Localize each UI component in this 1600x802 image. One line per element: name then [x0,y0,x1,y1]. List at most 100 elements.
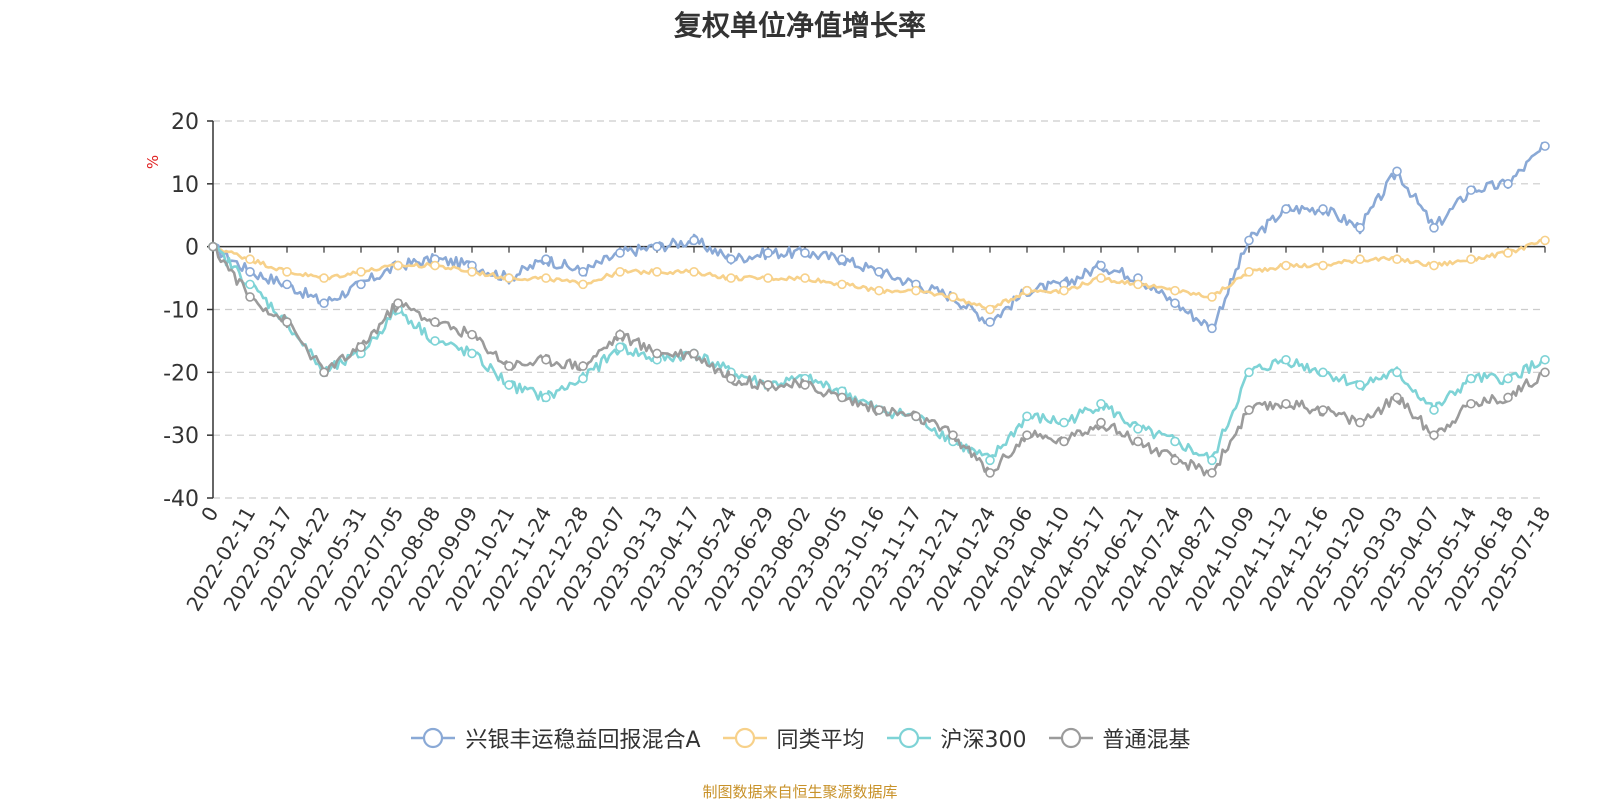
legend-label: 兴银丰运稳益回报混合A [465,728,701,753]
data-point [985,468,995,478]
series-4 [208,241,1550,478]
series-layer [208,141,1550,478]
data-point [1096,260,1106,271]
data-point [726,373,736,384]
data-point [356,279,366,290]
data-point [1133,279,1143,290]
data-point [726,273,736,283]
y-tick-label: -20 [163,361,199,386]
data-point [393,298,403,309]
data-point [1170,436,1180,447]
data-point [1281,204,1291,214]
data-point [1318,405,1328,415]
data-point [874,285,884,296]
data-point [1207,323,1217,334]
data-point [578,361,588,371]
line-chart: 20100-10-20-30-40%02022-02-112022-03-172… [144,110,1555,615]
data-point [1429,260,1439,271]
data-point [1429,405,1439,415]
data-point [1355,223,1365,233]
data-point [1059,285,1069,296]
data-point [245,266,255,277]
data-point [1540,354,1550,365]
data-point [1540,367,1550,378]
data-point [1503,373,1513,384]
data-point [1355,380,1365,390]
data-point [1355,417,1365,428]
data-point [1096,273,1106,283]
data-point [689,235,699,246]
legend-marker-icon [411,727,456,749]
data-point [837,254,847,265]
legend-marker-icon [1048,727,1093,749]
data-point [1281,398,1291,409]
data-point [319,273,329,283]
data-point [245,279,255,290]
data-point [1059,417,1069,428]
data-point [319,298,329,309]
series-line [212,243,1546,463]
data-point [652,266,662,277]
data-point [1392,254,1402,265]
data-point [985,317,995,327]
y-tick-label: 20 [171,110,199,135]
data-point [1429,223,1439,233]
legend-item-3[interactable]: 沪深300 [885,722,1027,754]
source-note: 制图数据来自恒生聚源数据库 [702,783,898,801]
data-point [430,260,440,271]
data-point [430,336,440,346]
chart-title: 复权单位净值增长率 [673,9,926,42]
data-point [504,380,514,390]
data-point [1503,248,1513,258]
data-point [1207,455,1217,466]
data-point [985,455,995,466]
data-point [689,266,699,277]
data-point [1503,392,1513,403]
data-point [319,367,329,378]
data-point [726,254,736,265]
data-point [541,254,551,265]
data-point [837,279,847,290]
data-point [1392,166,1402,177]
y-tick-label: -30 [163,424,199,449]
data-point [541,273,551,283]
data-point [1133,436,1143,447]
data-point [837,392,847,403]
data-point [652,348,662,359]
data-point [282,266,292,277]
data-point [763,380,773,390]
data-point [615,248,625,258]
data-point [1318,204,1328,214]
data-point [1281,354,1291,365]
data-point [245,292,255,302]
data-point [800,248,810,258]
data-point [1059,436,1069,447]
series-line [212,243,1546,477]
data-point [1170,455,1180,466]
data-point [1466,398,1476,409]
data-point [800,380,810,390]
legend-label: 同类平均 [776,728,865,753]
axis-layer: 20100-10-20-30-40%02022-02-112022-03-172… [144,110,1555,615]
data-point [504,361,514,371]
data-point [208,241,218,252]
data-point [356,266,366,277]
data-point [578,279,588,290]
data-point [1022,430,1032,440]
data-point [1022,285,1032,296]
data-point [1133,424,1143,434]
legend-item-1[interactable]: 兴银丰运稳益回报混合A [409,722,701,754]
legend-item-2[interactable]: 同类平均 [721,722,865,754]
legend-marker-icon [722,727,767,749]
data-point [430,317,440,327]
data-point [1170,285,1180,296]
data-point [1503,179,1513,189]
data-point [911,411,921,422]
legend-item-4[interactable]: 普通混基 [1047,722,1191,754]
data-point [1318,367,1328,378]
legend-label: 沪深300 [940,728,1027,753]
data-point [1540,235,1550,246]
data-point [948,292,958,302]
data-point [467,266,477,277]
data-point [1466,373,1476,384]
